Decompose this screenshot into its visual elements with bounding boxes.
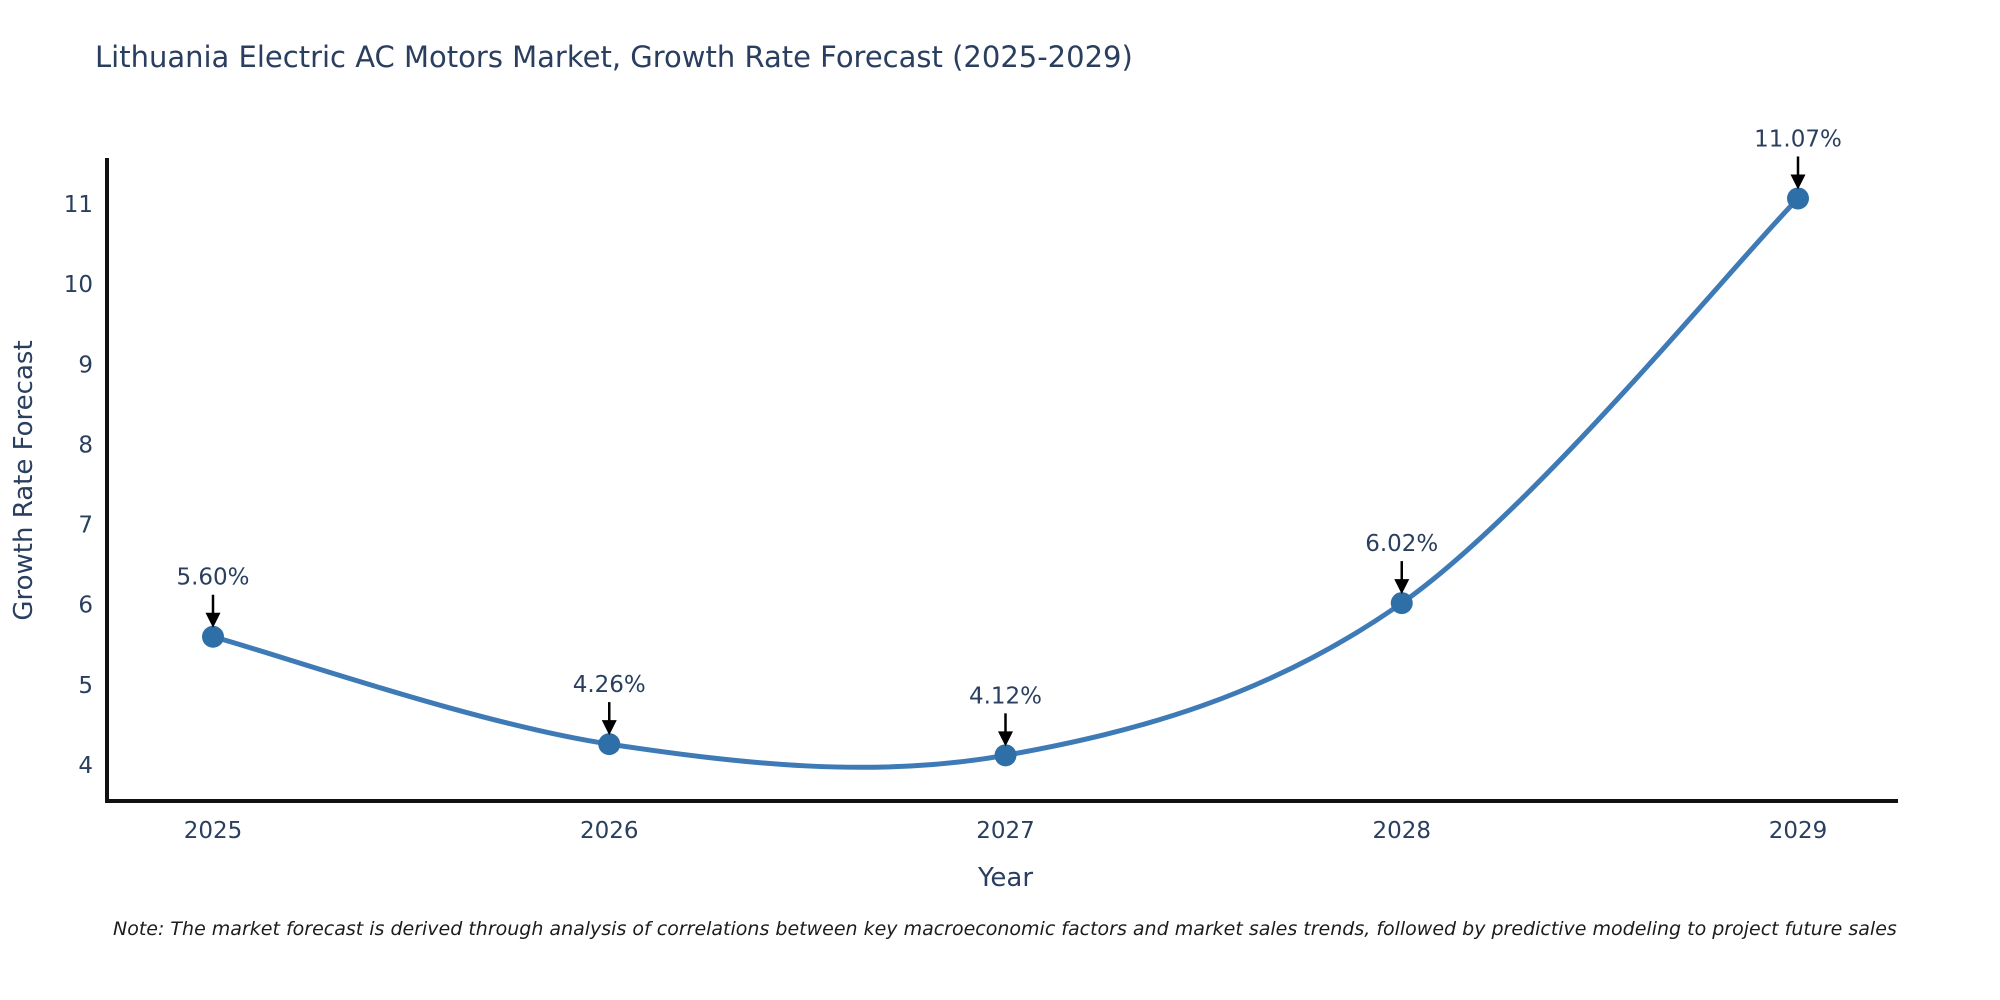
data-point[interactable]: [1390, 592, 1413, 615]
point-value-label: 11.07%: [1754, 126, 1842, 152]
x-axis-title: Year: [977, 863, 1033, 893]
annotation-arrowhead: [1394, 579, 1410, 595]
y-axis-title: Growth Rate Forecast: [9, 340, 39, 620]
y-tick-label: 11: [64, 192, 93, 218]
data-point[interactable]: [1787, 187, 1809, 210]
y-tick-label: 5: [78, 673, 93, 699]
x-tick-label: 2028: [1372, 818, 1431, 844]
annotation-arrowhead: [205, 612, 221, 628]
point-value-label: 5.60%: [176, 565, 249, 591]
forecast-line: [210, 196, 1801, 770]
y-tick-label: 9: [78, 352, 93, 378]
y-tick-label: 7: [78, 513, 93, 539]
x-tick-label: 2027: [976, 818, 1035, 844]
data-point[interactable]: [994, 744, 1017, 767]
x-tick-label: 2026: [580, 818, 639, 844]
y-tick-label: 4: [78, 753, 93, 779]
annotation-arrowhead: [601, 720, 617, 736]
y-tick-label: 10: [64, 272, 93, 298]
data-point[interactable]: [202, 625, 224, 648]
point-value-label: 4.26%: [573, 672, 646, 698]
annotation-arrowhead: [1790, 174, 1806, 190]
x-tick-label: 2029: [1769, 818, 1828, 844]
y-tick-label: 8: [78, 432, 93, 458]
annotation-arrowhead: [998, 731, 1013, 747]
x-tick-label: 2025: [184, 818, 243, 844]
chart-footnote: Note: The market forecast is derived thr…: [113, 918, 1897, 940]
point-value-label: 6.02%: [1365, 531, 1438, 557]
chart-title: Lithuania Electric AC Motors Market, Gro…: [95, 40, 1133, 74]
data-point[interactable]: [598, 733, 621, 756]
point-value-label: 4.12%: [969, 683, 1042, 709]
y-tick-label: 6: [78, 593, 93, 619]
